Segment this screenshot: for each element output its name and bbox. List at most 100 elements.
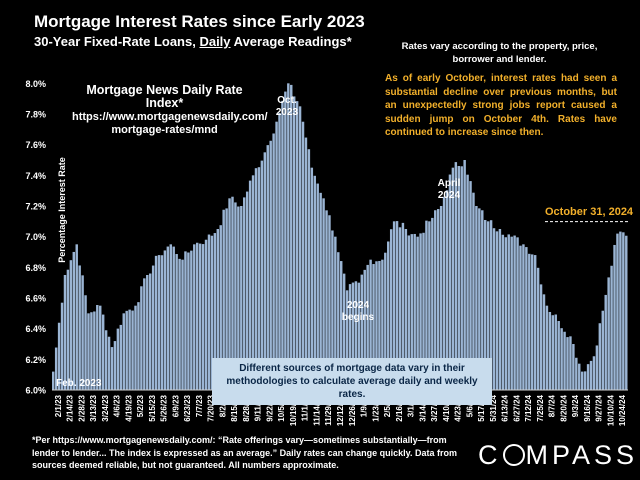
bar xyxy=(454,162,458,390)
x-tick-label: 2/14/23 xyxy=(66,394,75,421)
bar xyxy=(313,175,316,390)
bar xyxy=(360,274,364,390)
bar xyxy=(610,265,613,390)
bar xyxy=(60,302,64,390)
bar xyxy=(460,166,463,390)
bar xyxy=(372,264,375,390)
subtitle-post: Average Readings* xyxy=(230,34,352,49)
y-tick-label: 8.0% xyxy=(25,79,46,89)
label-oct-2023-line2: 2023 xyxy=(275,107,299,118)
bar xyxy=(119,324,123,390)
bar xyxy=(481,210,484,390)
label-april-line2: 2024 xyxy=(437,190,461,201)
bar xyxy=(54,347,58,390)
bar xyxy=(466,174,469,390)
x-tick-label: 5/26/23 xyxy=(160,394,169,421)
bar xyxy=(457,166,460,390)
bar xyxy=(451,167,455,390)
bar xyxy=(225,208,228,390)
bar xyxy=(166,246,170,390)
x-tick-label: 4/23/24 xyxy=(454,394,463,421)
bar xyxy=(237,206,240,390)
bar xyxy=(146,275,149,390)
bar xyxy=(295,101,299,391)
bar xyxy=(580,371,584,390)
bar xyxy=(384,252,387,390)
bar xyxy=(175,254,178,390)
bar xyxy=(190,250,193,390)
bar xyxy=(292,96,296,390)
bar xyxy=(69,260,73,390)
bar xyxy=(486,221,490,390)
label-april-2024: April 2024 xyxy=(432,178,466,202)
subtitle-underline: Daily xyxy=(199,34,231,49)
bar xyxy=(272,133,275,391)
bar xyxy=(551,315,555,390)
x-tick-label: 3/13/23 xyxy=(89,394,98,421)
x-tick-label: 8/28/23 xyxy=(242,394,251,421)
x-tick-label: 2/28/23 xyxy=(77,394,86,421)
x-tick-label: 5/17/24 xyxy=(477,394,486,421)
bar xyxy=(122,313,125,390)
bar xyxy=(216,229,220,390)
bar xyxy=(357,282,361,390)
bar xyxy=(563,331,566,390)
x-tick-label: 10/10/24 xyxy=(606,394,615,426)
bar xyxy=(469,181,472,390)
bar xyxy=(507,234,510,390)
bar xyxy=(366,264,369,390)
x-tick-label: 12/26/23 xyxy=(348,394,357,426)
x-tick-label: 8/15/23 xyxy=(230,394,239,421)
bar xyxy=(522,244,525,390)
bar xyxy=(204,239,208,390)
index-url-1: https://www.mortgagenewsdaily.com/ xyxy=(72,111,268,123)
label-feb-2023: Feb. 2023 xyxy=(56,378,102,389)
index-title: Mortgage News Daily Rate Index* xyxy=(86,83,243,110)
chart-subtitle: 30-Year Fixed-Rate Loans, Daily Average … xyxy=(34,34,352,49)
bar xyxy=(181,259,184,390)
bar xyxy=(616,233,619,390)
bar xyxy=(263,152,267,390)
bar xyxy=(375,261,378,390)
bar xyxy=(193,244,196,390)
bar xyxy=(187,252,190,390)
x-tick-label: 6/9/23 xyxy=(171,394,180,417)
bar xyxy=(342,273,346,390)
october-note: As of early October, interest rates had … xyxy=(385,73,617,138)
compass-logo: C MPASS xyxy=(478,440,638,471)
bar xyxy=(595,345,599,390)
x-tick-label: 10/19/23 xyxy=(289,394,298,426)
bar xyxy=(234,202,237,390)
index-annotation: Mortgage News Daily Rate Index* https://… xyxy=(72,83,268,137)
bar xyxy=(304,137,308,390)
bar xyxy=(354,281,358,390)
bar xyxy=(439,206,443,390)
bar xyxy=(528,253,531,390)
x-tick-label: 3/24/23 xyxy=(101,394,110,421)
bar xyxy=(531,254,534,390)
bar xyxy=(107,336,111,390)
bar xyxy=(101,314,105,390)
label-2024-line1: 2024 xyxy=(346,300,370,311)
bar xyxy=(257,167,261,390)
bar xyxy=(128,309,131,390)
x-tick-label: 6/27/24 xyxy=(512,394,521,421)
label-oct-2023: Oct. 2023 xyxy=(270,95,304,119)
x-tick-label: 8/2/23 xyxy=(218,394,227,417)
y-tick-label: 6.2% xyxy=(25,355,46,365)
y-tick-label: 6.0% xyxy=(25,386,46,396)
bar xyxy=(78,265,81,390)
bar xyxy=(322,198,325,390)
logo-o-icon xyxy=(502,444,525,466)
bar xyxy=(498,229,502,390)
bar xyxy=(434,210,437,390)
bar xyxy=(569,336,572,390)
bar xyxy=(398,227,402,390)
y-tick-label: 6.6% xyxy=(25,294,46,304)
bar xyxy=(210,235,214,390)
bar xyxy=(99,305,102,390)
bar xyxy=(419,233,422,390)
x-tick-label: 11/14/23 xyxy=(313,394,322,425)
bar xyxy=(492,228,496,390)
x-tick-label: 9/16/24 xyxy=(583,394,592,421)
